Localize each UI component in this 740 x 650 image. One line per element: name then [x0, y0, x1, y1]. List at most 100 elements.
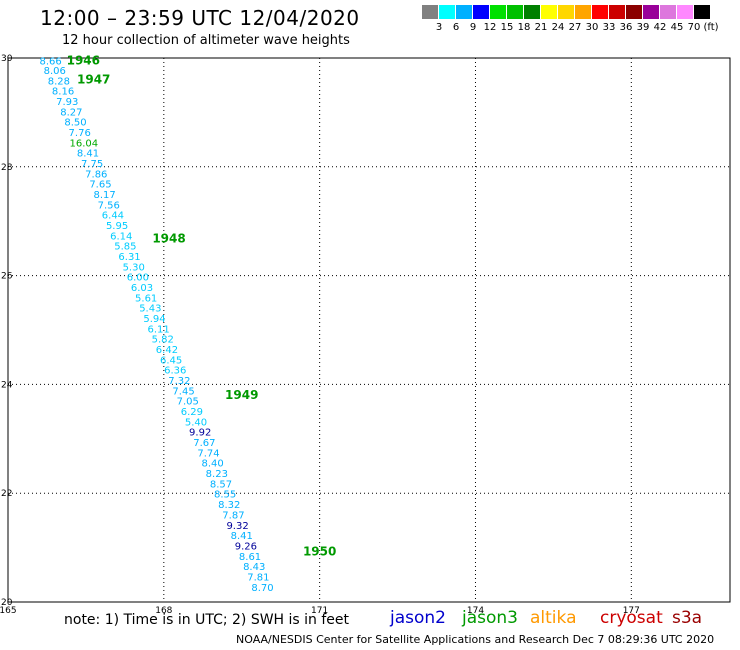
hour-label: 1949 [225, 388, 258, 402]
satellite-jason2: jason2 [390, 608, 446, 628]
latitude-tick-label: 20 [1, 598, 13, 608]
hour-label: 1947 [77, 73, 110, 87]
wave-height-value: 7.81 [247, 572, 269, 583]
legend-swatch [643, 5, 660, 19]
wave-height-value: 6.29 [181, 407, 203, 418]
wave-height-value: 8.41 [231, 531, 253, 542]
wave-height-value: 7.32 [168, 376, 190, 387]
wave-height-value: 7.76 [69, 128, 91, 139]
legend-label: 15 [500, 22, 514, 33]
latitude-tick-label: 22 [1, 489, 12, 499]
wave-height-value: 5.95 [106, 221, 128, 232]
wave-height-value: 6.11 [148, 324, 170, 335]
legend-label: 18 [517, 22, 531, 33]
wave-height-value: 7.74 [197, 448, 219, 459]
legend-label: 9 [469, 22, 477, 33]
wave-height-value: 6.45 [160, 355, 182, 366]
wave-height-value: 8.23 [206, 469, 228, 480]
legend-label: 42 [653, 22, 667, 33]
legend-swatch [422, 5, 439, 19]
latitude-tick-label: 24 [1, 380, 13, 390]
legend-swatch [507, 5, 524, 19]
legend-label: 24 [551, 22, 565, 33]
wave-height-value: 7.56 [98, 200, 120, 211]
wave-height-value: 8.66 [39, 57, 61, 68]
wave-height-value: 5.94 [143, 314, 165, 325]
satellite-s3a: s3a [672, 608, 703, 628]
wave-height-value: 6.03 [131, 283, 153, 294]
legend-label: 21 [534, 22, 548, 33]
wave-height-value: 7.65 [89, 180, 111, 191]
latitude-tick-label: 26 [1, 272, 13, 282]
legend-label: 45 [670, 22, 684, 33]
wave-height-value: 7.67 [193, 438, 215, 449]
legend-label: 27 [568, 22, 582, 33]
wave-height-value: 7.05 [177, 397, 199, 408]
legend-swatch [575, 5, 592, 19]
legend-swatch [660, 5, 677, 19]
wave-height-value: 5.30 [123, 262, 145, 273]
wave-height-value: 7.87 [222, 510, 244, 521]
legend-label: 6 [452, 22, 460, 33]
legend-label: 30 [585, 22, 599, 33]
wave-height-value: 5.85 [114, 242, 136, 253]
legend-label: 33 [602, 22, 616, 33]
longitude-tick-label: 165 [0, 606, 17, 616]
legend-swatch [456, 5, 473, 19]
legend-swatch [524, 5, 541, 19]
legend-swatch [592, 5, 609, 19]
satellite-cryosat: cryosat [600, 608, 663, 628]
wave-height-value: 5.43 [139, 304, 161, 315]
wave-height-value: 8.41 [77, 149, 99, 160]
color-legend [422, 5, 711, 19]
wave-height-value: 9.92 [189, 428, 211, 439]
longitude-tick-label: 174 [467, 606, 484, 616]
wave-height-value: 7.93 [56, 97, 78, 108]
latitude-tick-label: 28 [1, 163, 13, 173]
latitude-tick-label: 30 [1, 54, 13, 64]
satellite-jason3: jason3 [462, 608, 518, 628]
wave-height-value: 5.61 [135, 293, 157, 304]
wave-height-value: 8.61 [239, 552, 261, 563]
legend-swatch [609, 5, 626, 19]
wave-height-value: 6.42 [156, 345, 178, 356]
page-title: 12:00 – 23:59 UTC 12/04/2020 [40, 6, 360, 30]
legend-swatch [490, 5, 507, 19]
longitude-tick-label: 177 [623, 606, 640, 616]
wave-height-value: 7.45 [172, 386, 194, 397]
wave-height-value: 6.14 [110, 231, 132, 242]
legend-label: 36 [619, 22, 633, 33]
wave-height-value: 6.36 [164, 366, 186, 377]
longitude-tick-label: 168 [155, 606, 172, 616]
wave-height-value: 5.82 [152, 335, 174, 346]
wave-height-value: 8.55 [214, 490, 236, 501]
legend-swatch [473, 5, 490, 19]
wave-height-value: 8.27 [60, 107, 82, 118]
legend-swatch [626, 5, 643, 19]
wave-height-value: 6.00 [127, 273, 149, 284]
legend-label: 70 [687, 22, 701, 33]
wave-height-value: 8.57 [210, 479, 232, 490]
wave-height-value: 6.31 [118, 252, 140, 263]
wave-height-value: 8.43 [243, 562, 265, 573]
wave-height-value: 8.70 [251, 583, 273, 594]
legend-label: 12 [483, 22, 497, 33]
legend-swatch [677, 5, 694, 19]
wave-height-value: 9.32 [226, 521, 248, 532]
wave-height-value: 8.28 [48, 76, 70, 87]
legend-swatch [558, 5, 575, 19]
map-frame [7, 57, 731, 603]
legend-label: 39 [636, 22, 650, 33]
wave-height-value: 8.40 [202, 459, 224, 470]
wave-height-value: 9.26 [235, 541, 257, 552]
wave-height-value: 7.75 [81, 159, 103, 170]
satellite-altika: altika [530, 608, 577, 628]
longitude-tick-label: 171 [311, 606, 328, 616]
wave-height-value: 8.17 [93, 190, 115, 201]
hour-label: 1946 [67, 54, 100, 68]
footer-note: note: 1) Time is in UTC; 2) SWH is in fe… [64, 612, 350, 628]
wave-height-value: 8.50 [64, 118, 86, 129]
hour-label: 1948 [152, 232, 185, 246]
hour-label: 1950 [303, 544, 336, 558]
